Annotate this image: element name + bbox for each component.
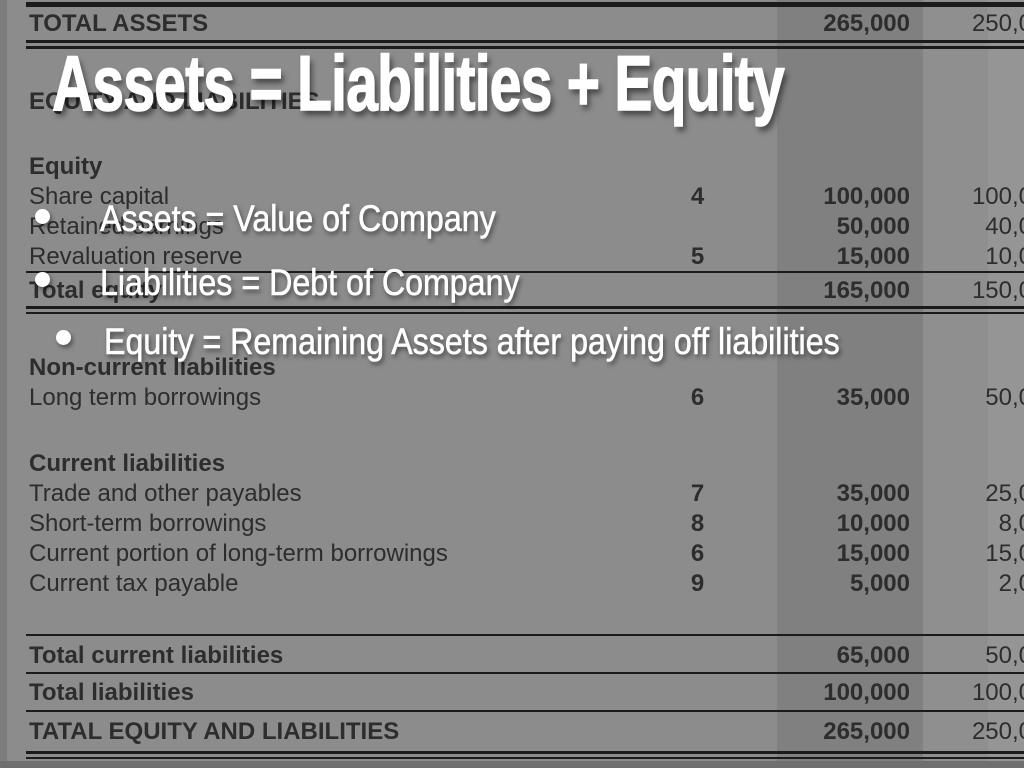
row-value-prior: 50,0 (985, 642, 1024, 669)
row-label: Revaluation reserve (29, 243, 243, 270)
bullet-item: Equity = Remaining Assets after paying o… (104, 321, 840, 363)
row-value-current: 35,000 (836, 480, 910, 507)
table-rule (26, 634, 1024, 636)
row-value-current: 165,000 (823, 277, 910, 304)
row-value-prior: 250,0 (971, 10, 1024, 37)
row-value-current: 50,000 (836, 213, 910, 240)
row-equity-and-liabilities-header: EQUITY AND LIABILITIES (0, 88, 1024, 116)
table-rule (26, 751, 1024, 754)
row-share-capital: Share capital 4 100,000 100,0 (0, 183, 1024, 211)
bullet-icon (56, 330, 71, 345)
row-current-liabilities-header: Current liabilities (0, 450, 1024, 478)
row-label: Current liabilities (29, 450, 226, 477)
page-bottom-edge (0, 761, 1024, 768)
row-label: TATAL EQUITY AND LIABILITIES (29, 718, 400, 745)
row-short-term-borrowings: Short-term borrowings 8 10,000 8,0 (0, 510, 1024, 538)
row-label: Share capital (29, 183, 170, 210)
row-value-current: 10,000 (836, 510, 910, 537)
row-non-current-liabilities-header: Non-current liabilities (0, 354, 1024, 382)
row-label: Total equity (29, 277, 162, 304)
bullet-item: Assets = Value of Company (100, 198, 496, 240)
row-total-equity-and-liabilities: TATAL EQUITY AND LIABILITIES 265,000 250… (0, 718, 1024, 746)
row-value-current: 5,000 (849, 570, 910, 597)
table-rule (26, 312, 1024, 314)
row-note: 7 (690, 480, 705, 507)
page-right-edge-shading (988, 0, 1024, 768)
row-value-prior: 10,0 (985, 243, 1024, 270)
row-long-term-borrowings: Long term borrowings 6 35,000 50,0 (0, 384, 1024, 412)
row-value-current: 100,000 (823, 183, 910, 210)
row-value-prior: 50,0 (985, 384, 1024, 411)
row-total-current-liabilities: Total current liabilities 65,000 50,0 (0, 642, 1024, 670)
row-value-prior: 150,0 (971, 277, 1024, 304)
table-rule (26, 2, 1024, 7)
table-rule (26, 710, 1024, 712)
table-rule (26, 46, 1024, 49)
row-total-assets: TOTAL ASSETS 265,000 250,0 (0, 10, 1024, 38)
row-total-liabilities: Total liabilities 100,000 100,0 (0, 679, 1024, 707)
row-value-prior: 25,0 (985, 480, 1024, 507)
row-label: Total current liabilities (29, 642, 284, 669)
row-note: 5 (690, 243, 705, 270)
table-rule (26, 672, 1024, 674)
table-column-shading (777, 0, 923, 768)
bullet-item: Liabilities = Debt of Company (100, 262, 520, 304)
row-note: 8 (690, 510, 705, 537)
row-label: Long term borrowings (29, 384, 262, 411)
row-retained-earnings: Retained earnings 50,000 40,0 (0, 213, 1024, 241)
row-value-current: 15,000 (836, 243, 910, 270)
row-revaluation-reserve: Revaluation reserve 5 15,000 10,0 (0, 243, 1024, 271)
row-value-prior: 40,0 (985, 213, 1024, 240)
row-note: 4 (690, 183, 705, 210)
prior-year-column-shading (923, 0, 988, 768)
row-label: Current portion of long-term borrowings (29, 540, 448, 567)
row-value-prior: 250,0 (971, 718, 1024, 745)
row-total-equity: Total equity 165,000 150,0 (0, 277, 1024, 305)
bullet-icon (35, 272, 50, 287)
row-label: TOTAL ASSETS (29, 10, 209, 37)
row-trade-and-other-payables: Trade and other payables 7 35,000 25,0 (0, 480, 1024, 508)
table-rule (26, 306, 1024, 309)
row-label: Current tax payable (29, 570, 239, 597)
row-value-prior: 100,0 (971, 183, 1024, 210)
page-left-edge (0, 0, 7, 768)
row-label: Short-term borrowings (29, 510, 267, 537)
table-rule (26, 757, 1024, 759)
row-label: Trade and other payables (29, 480, 302, 507)
row-current-tax-payable: Current tax payable 9 5,000 2,0 (0, 570, 1024, 598)
row-value-prior: 100,0 (971, 679, 1024, 706)
row-value-prior: 15,0 (985, 540, 1024, 567)
row-note: 6 (690, 540, 705, 567)
row-label: EQUITY AND LIABILITIES (29, 88, 320, 115)
row-value-current: 65,000 (836, 642, 910, 669)
bullet-icon (35, 209, 50, 224)
row-value-prior: 2,0 (998, 570, 1024, 597)
table-rule (26, 271, 1024, 273)
row-note: 9 (690, 570, 705, 597)
row-value-current: 100,000 (823, 679, 910, 706)
row-value-prior: 8,0 (998, 510, 1024, 537)
row-value-current: 265,000 (823, 718, 910, 745)
row-note: 6 (690, 384, 705, 411)
row-equity-header: Equity (0, 153, 1024, 181)
row-label: Total liabilities (29, 679, 194, 706)
row-value-current: 265,000 (823, 10, 910, 37)
row-value-current: 35,000 (836, 384, 910, 411)
row-value-current: 15,000 (836, 540, 910, 567)
row-label: Equity (29, 153, 103, 180)
row-label: Retained earnings (29, 213, 224, 240)
slide-title: Assets = Liabilities + Equity (51, 38, 785, 128)
row-current-portion-long-term: Current portion of long-term borrowings … (0, 540, 1024, 568)
table-rule (26, 40, 1024, 43)
row-label: Non-current liabilities (29, 354, 276, 381)
